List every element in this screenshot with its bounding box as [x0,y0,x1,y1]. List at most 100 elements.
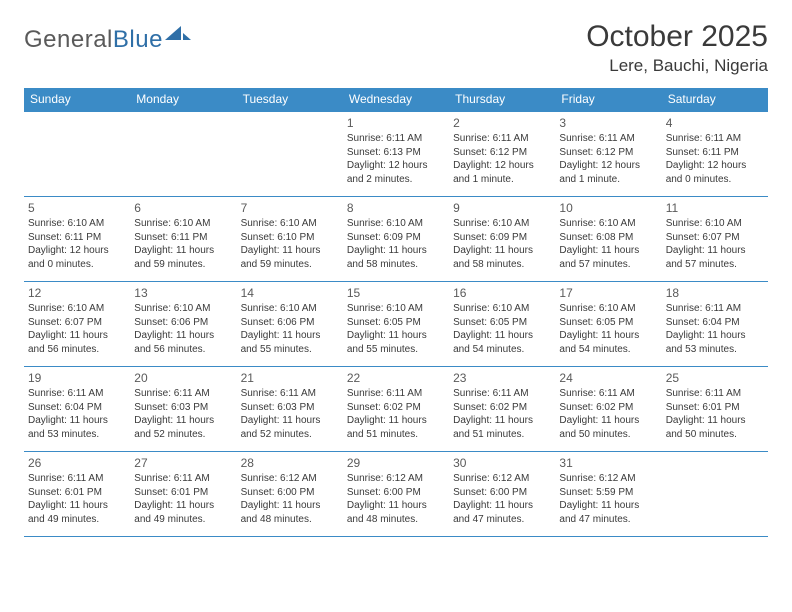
sunrise-line: Sunrise: 6:12 AM [347,472,445,486]
sunrise-line: Sunrise: 6:11 AM [453,132,551,146]
day-number: 31 [559,455,657,471]
day-12: 12Sunrise: 6:10 AMSunset: 6:07 PMDayligh… [24,282,130,366]
weekday-tuesday: Tuesday [237,88,343,111]
sunset-line: Sunset: 6:06 PM [241,316,339,330]
day-15: 15Sunrise: 6:10 AMSunset: 6:05 PMDayligh… [343,282,449,366]
day-24: 24Sunrise: 6:11 AMSunset: 6:02 PMDayligh… [555,367,661,451]
daylight-line: Daylight: 11 hours and 51 minutes. [453,414,551,441]
logo-part2: Blue [113,26,163,53]
day-31: 31Sunrise: 6:12 AMSunset: 5:59 PMDayligh… [555,452,661,536]
sunset-line: Sunset: 6:13 PM [347,146,445,160]
sunrise-line: Sunrise: 6:11 AM [347,387,445,401]
sunrise-line: Sunrise: 6:11 AM [134,387,232,401]
sunset-line: Sunset: 6:00 PM [347,486,445,500]
sunrise-line: Sunrise: 6:11 AM [666,132,764,146]
weekday-monday: Monday [130,88,236,111]
sunrise-line: Sunrise: 6:10 AM [134,217,232,231]
daylight-line: Daylight: 11 hours and 49 minutes. [28,499,126,526]
sunset-line: Sunset: 6:06 PM [134,316,232,330]
daylight-line: Daylight: 11 hours and 49 minutes. [134,499,232,526]
daylight-line: Daylight: 11 hours and 54 minutes. [559,329,657,356]
daylight-line: Daylight: 11 hours and 59 minutes. [241,244,339,271]
day-23: 23Sunrise: 6:11 AMSunset: 6:02 PMDayligh… [449,367,555,451]
day-18: 18Sunrise: 6:11 AMSunset: 6:04 PMDayligh… [662,282,768,366]
week-row: 26Sunrise: 6:11 AMSunset: 6:01 PMDayligh… [24,451,768,536]
daylight-line: Daylight: 11 hours and 52 minutes. [134,414,232,441]
day-number: 20 [134,370,232,386]
sunset-line: Sunset: 6:01 PM [134,486,232,500]
daylight-line: Daylight: 11 hours and 50 minutes. [559,414,657,441]
day-number: 9 [453,200,551,216]
day-25: 25Sunrise: 6:11 AMSunset: 6:01 PMDayligh… [662,367,768,451]
logo: GeneralBlue [24,26,191,54]
sunset-line: Sunset: 6:04 PM [28,401,126,415]
weekday-friday: Friday [555,88,661,111]
daylight-line: Daylight: 12 hours and 2 minutes. [347,159,445,186]
day-number: 22 [347,370,445,386]
sunrise-line: Sunrise: 6:11 AM [241,387,339,401]
sunrise-line: Sunrise: 6:11 AM [134,472,232,486]
sunset-line: Sunset: 6:05 PM [347,316,445,330]
day-2: 2Sunrise: 6:11 AMSunset: 6:12 PMDaylight… [449,112,555,196]
daylight-line: Daylight: 11 hours and 55 minutes. [241,329,339,356]
week-row: 5Sunrise: 6:10 AMSunset: 6:11 PMDaylight… [24,196,768,281]
daylight-line: Daylight: 11 hours and 57 minutes. [559,244,657,271]
daylight-line: Daylight: 11 hours and 58 minutes. [347,244,445,271]
logo-part1: General [24,26,113,53]
day-number: 19 [28,370,126,386]
day-17: 17Sunrise: 6:10 AMSunset: 6:05 PMDayligh… [555,282,661,366]
bottom-rule [24,536,768,537]
sunrise-line: Sunrise: 6:10 AM [559,302,657,316]
daylight-line: Daylight: 12 hours and 1 minute. [559,159,657,186]
day-number: 3 [559,115,657,131]
sunrise-line: Sunrise: 6:10 AM [559,217,657,231]
sunrise-line: Sunrise: 6:10 AM [453,302,551,316]
week-row: 19Sunrise: 6:11 AMSunset: 6:04 PMDayligh… [24,366,768,451]
daylight-line: Daylight: 11 hours and 52 minutes. [241,414,339,441]
sunset-line: Sunset: 6:08 PM [559,231,657,245]
sunrise-line: Sunrise: 6:10 AM [347,217,445,231]
sunset-line: Sunset: 6:00 PM [453,486,551,500]
sunset-line: Sunset: 6:01 PM [666,401,764,415]
sunset-line: Sunset: 6:02 PM [453,401,551,415]
sunrise-line: Sunrise: 6:10 AM [134,302,232,316]
day-number: 2 [453,115,551,131]
day-4: 4Sunrise: 6:11 AMSunset: 6:11 PMDaylight… [662,112,768,196]
sunrise-line: Sunrise: 6:10 AM [28,217,126,231]
day-22: 22Sunrise: 6:11 AMSunset: 6:02 PMDayligh… [343,367,449,451]
sunrise-line: Sunrise: 6:11 AM [559,132,657,146]
day-27: 27Sunrise: 6:11 AMSunset: 6:01 PMDayligh… [130,452,236,536]
sunset-line: Sunset: 6:12 PM [559,146,657,160]
weekday-row: SundayMondayTuesdayWednesdayThursdayFrid… [24,88,768,111]
day-5: 5Sunrise: 6:10 AMSunset: 6:11 PMDaylight… [24,197,130,281]
daylight-line: Daylight: 12 hours and 0 minutes. [666,159,764,186]
sunrise-line: Sunrise: 6:11 AM [347,132,445,146]
calendar: SundayMondayTuesdayWednesdayThursdayFrid… [24,88,768,537]
day-number: 27 [134,455,232,471]
day-11: 11Sunrise: 6:10 AMSunset: 6:07 PMDayligh… [662,197,768,281]
day-20: 20Sunrise: 6:11 AMSunset: 6:03 PMDayligh… [130,367,236,451]
sunrise-line: Sunrise: 6:10 AM [347,302,445,316]
day-number: 18 [666,285,764,301]
day-8: 8Sunrise: 6:10 AMSunset: 6:09 PMDaylight… [343,197,449,281]
day-14: 14Sunrise: 6:10 AMSunset: 6:06 PMDayligh… [237,282,343,366]
day-21: 21Sunrise: 6:11 AMSunset: 6:03 PMDayligh… [237,367,343,451]
day-empty [130,112,236,196]
day-number: 21 [241,370,339,386]
sunrise-line: Sunrise: 6:10 AM [241,302,339,316]
sunrise-line: Sunrise: 6:11 AM [559,387,657,401]
day-number: 16 [453,285,551,301]
day-number: 10 [559,200,657,216]
sunset-line: Sunset: 6:03 PM [134,401,232,415]
daylight-line: Daylight: 11 hours and 54 minutes. [453,329,551,356]
day-3: 3Sunrise: 6:11 AMSunset: 6:12 PMDaylight… [555,112,661,196]
sunset-line: Sunset: 6:03 PM [241,401,339,415]
daylight-line: Daylight: 11 hours and 47 minutes. [559,499,657,526]
daylight-line: Daylight: 11 hours and 53 minutes. [28,414,126,441]
day-number: 26 [28,455,126,471]
logo-text: GeneralBlue [24,26,163,54]
weekday-thursday: Thursday [449,88,555,111]
day-10: 10Sunrise: 6:10 AMSunset: 6:08 PMDayligh… [555,197,661,281]
day-number: 6 [134,200,232,216]
sunrise-line: Sunrise: 6:12 AM [241,472,339,486]
